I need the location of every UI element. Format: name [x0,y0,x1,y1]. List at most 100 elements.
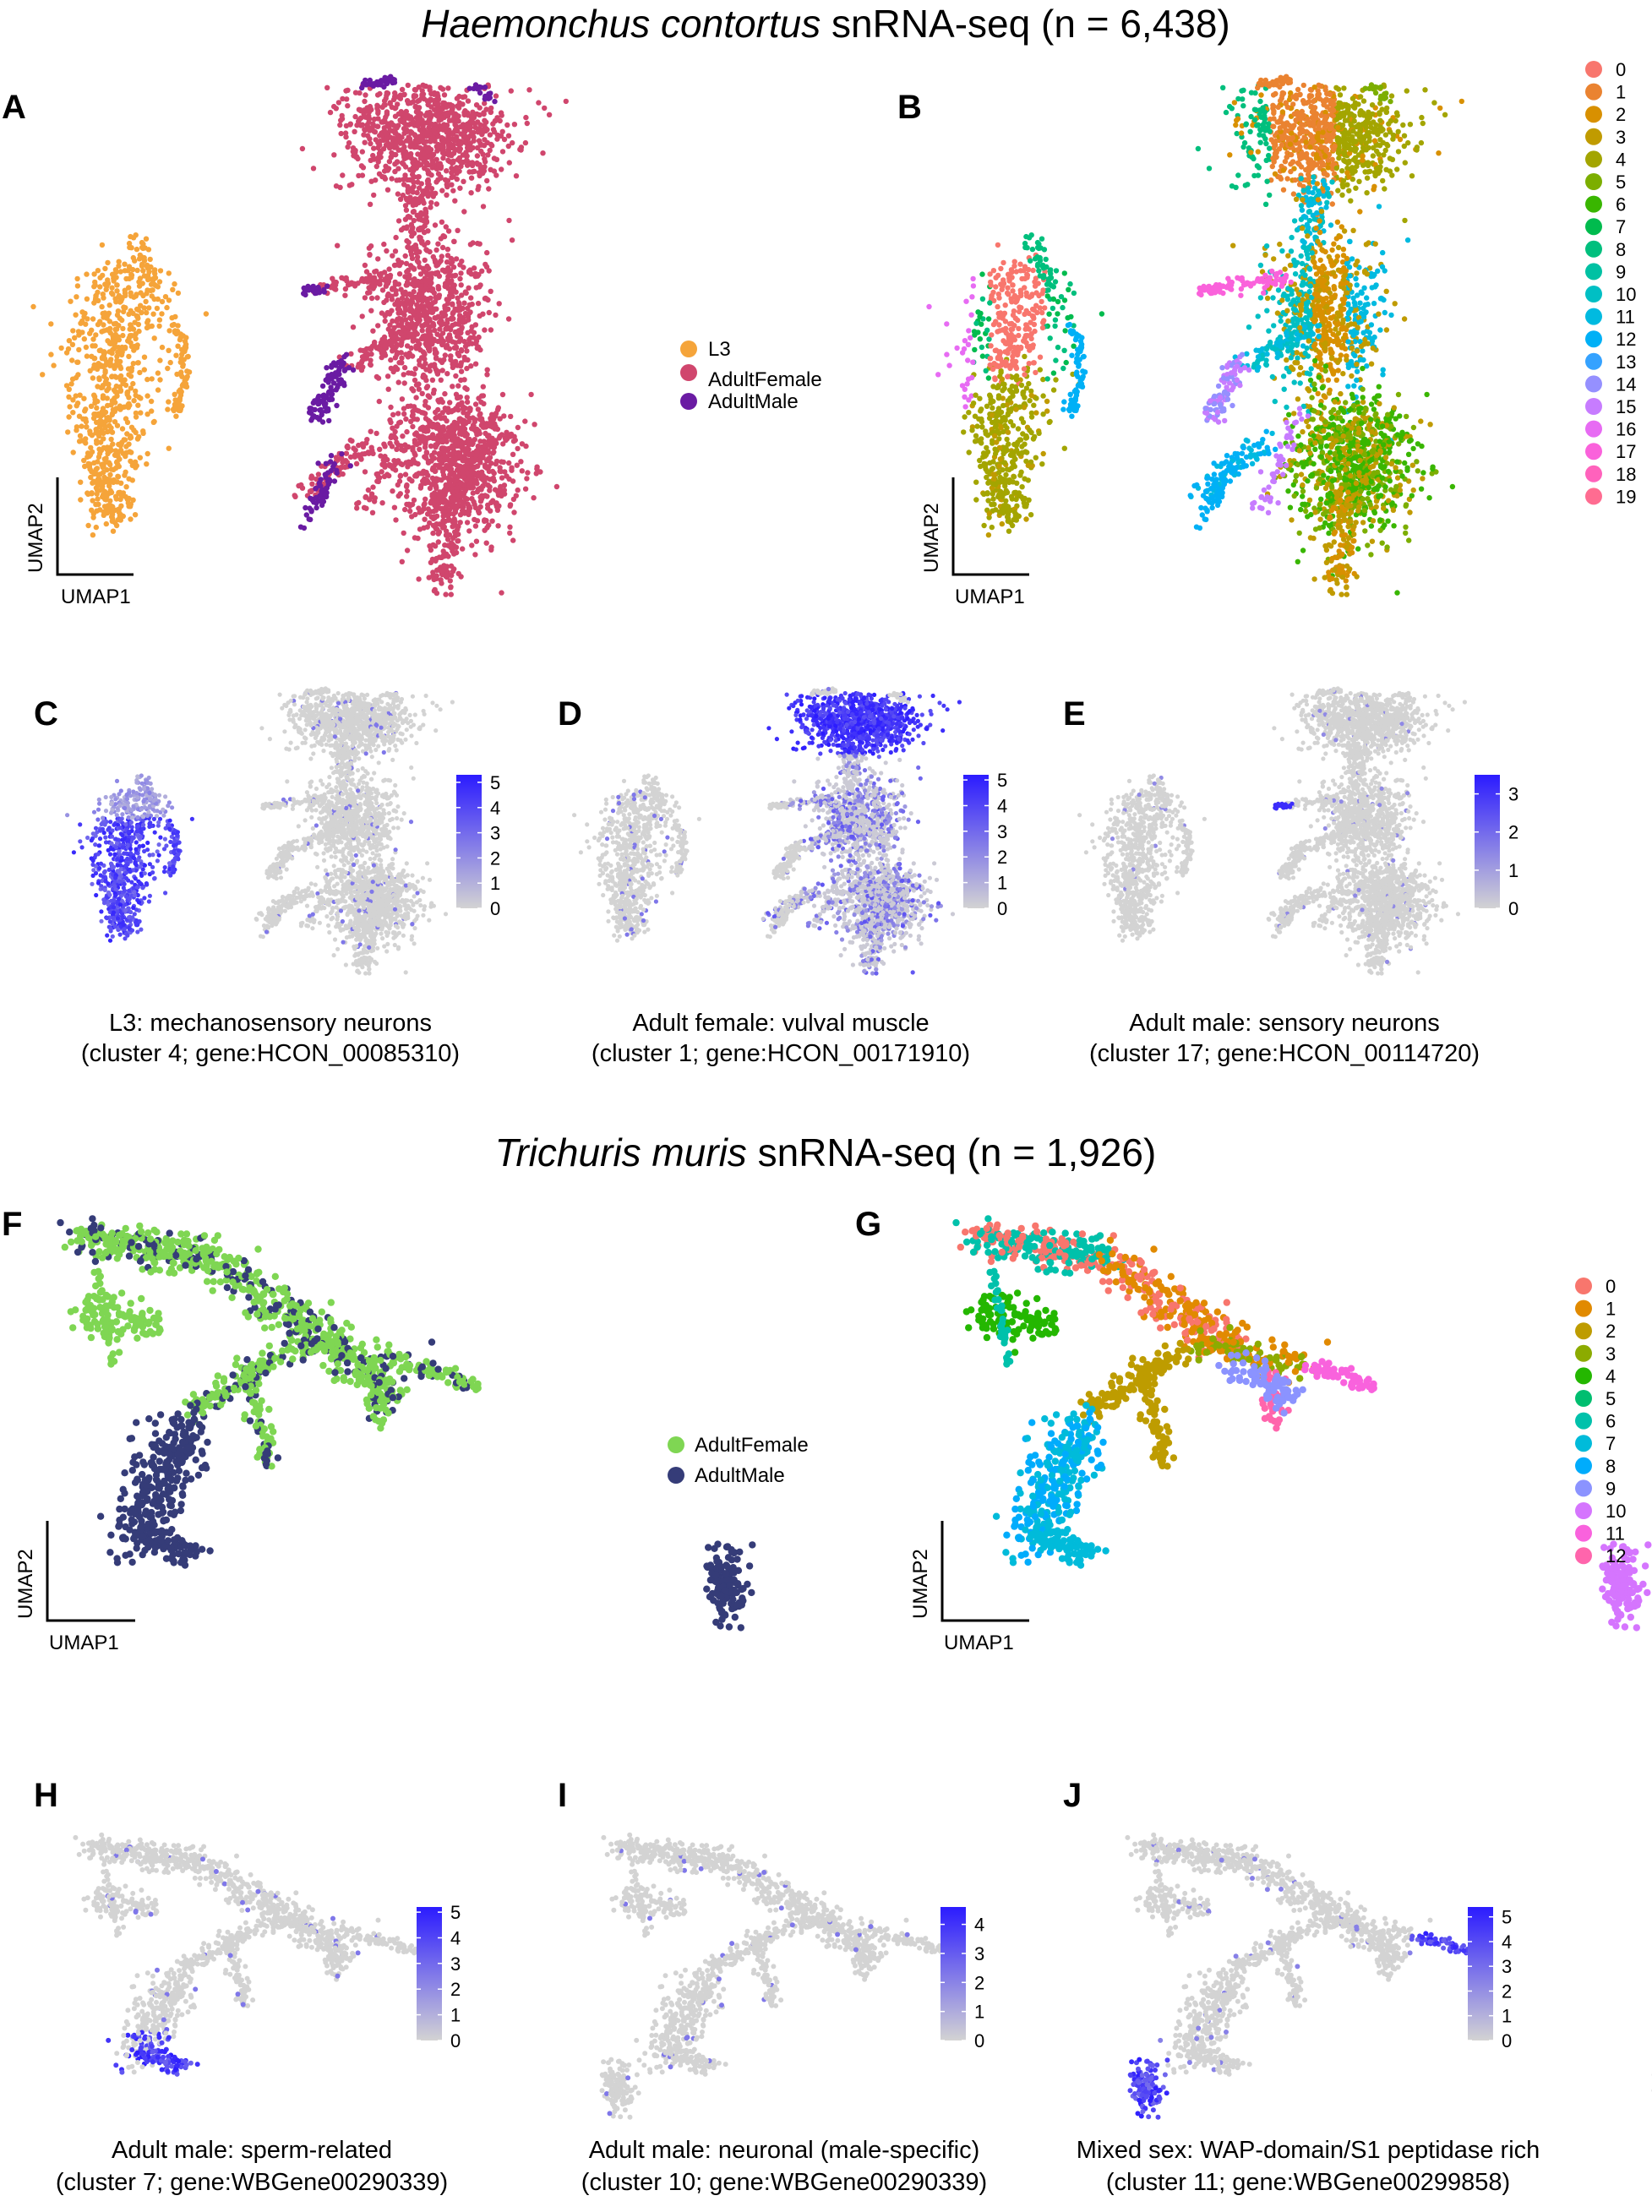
umap-point [464,395,470,400]
umap-point [966,328,972,334]
umap-point [425,428,431,434]
umap-point [375,79,381,86]
umap-point [536,100,542,106]
umap-point [107,471,113,478]
umap-point [298,482,304,488]
umap-point [97,507,103,513]
umap-point [998,425,1004,431]
umap-point [989,524,995,531]
umap-point [421,229,428,236]
umap-point [394,298,401,305]
umap-point [422,516,428,522]
umap-point [432,315,438,321]
umap-point [970,400,977,406]
umap-point [1019,484,1025,490]
umap-point [970,275,976,282]
umap-point [427,248,433,255]
umap-point [65,429,71,435]
umap-point [415,120,421,127]
umap-point [455,113,461,119]
umap-point [149,376,155,382]
umap-point [404,482,410,488]
umap-point [382,277,388,283]
umap-point [381,125,387,131]
umap-point [406,272,412,278]
umap-point [977,313,983,320]
umap-point [1442,112,1448,117]
umap-point [1016,513,1022,520]
umap-point [974,423,980,429]
umap-point [400,433,406,439]
umap-point [475,487,482,493]
umap-point [979,321,984,327]
umap-point [395,123,401,128]
umap-point [92,343,98,349]
umap-point [507,502,514,508]
umap-point [403,307,409,313]
umap-point [457,480,464,487]
umap-point [1006,441,1011,447]
umap-point [388,419,394,426]
umap-point [358,163,365,169]
umap-point [1020,390,1026,395]
umap-point [466,507,472,514]
umap-point [68,381,74,387]
umap-point [351,445,357,451]
umap-point [481,400,487,406]
umap-point [510,451,516,457]
umap-point [184,368,190,374]
umap-point [474,449,480,455]
umap-point [1072,388,1079,395]
umap-point [107,498,113,504]
umap-point [394,159,401,165]
umap-point [110,291,116,297]
umap-point [988,282,994,288]
umap-point [350,324,357,330]
umap-point [374,155,380,161]
umap-point [393,234,399,241]
umap-point [979,344,985,351]
umap-point [438,84,444,91]
umap-point [1047,335,1053,341]
umap-point [1033,290,1039,296]
umap-point [990,466,996,471]
umap-point [116,259,122,264]
umap-point [484,367,490,373]
umap-point [1053,268,1060,274]
umap-point [1011,308,1017,314]
umap-point [458,368,465,374]
umap-point [989,332,995,338]
umap-point [998,369,1004,375]
umap-point [76,332,82,338]
panel-letter-b: B [897,89,922,126]
umap-point [435,286,442,292]
umap-point [401,161,406,167]
umap-point [985,498,991,504]
umap-point [66,414,72,420]
umap-point [94,466,101,471]
umap-point [309,481,315,487]
umap-point [443,485,449,492]
umap-point [428,190,435,196]
umap-point [1027,398,1033,404]
umap-point [98,439,104,445]
umap-point [457,262,463,268]
umap-point [404,197,410,203]
umap-point [113,275,119,281]
umap-point [496,301,502,307]
umap-point [504,122,510,128]
umap-point [1016,332,1022,339]
umap-point [110,528,117,534]
umap-point [321,401,328,407]
umap-point [507,530,513,537]
umap-point [401,91,407,98]
umap-point [183,341,189,347]
umap-point [417,426,423,432]
umap-point [491,478,497,484]
umap-point [405,82,411,89]
umap-point [353,460,360,466]
umap-point [436,566,442,573]
umap-point [84,271,90,277]
umap-point [1006,477,1013,483]
umap-point [40,372,46,378]
